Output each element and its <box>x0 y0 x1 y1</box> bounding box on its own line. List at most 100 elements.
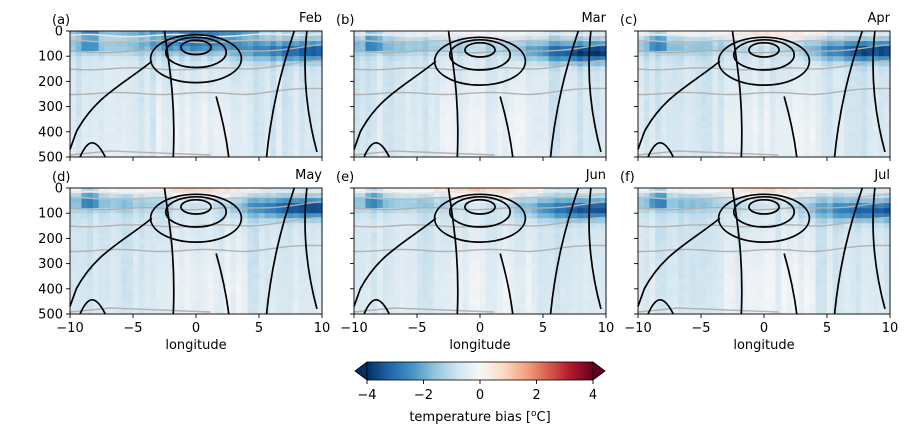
heatmap-cell <box>224 36 231 42</box>
heatmap-cell <box>104 116 111 123</box>
heatmap-cell <box>451 141 458 148</box>
heatmap-cell <box>310 46 317 52</box>
heatmap-cell <box>196 76 203 82</box>
heatmap-cell <box>872 131 880 138</box>
heatmap-cell <box>230 106 237 113</box>
heatmap-cell <box>310 131 317 138</box>
heatmap-cell <box>218 298 226 305</box>
heatmap-cell <box>531 116 538 123</box>
heatmap-cell <box>270 298 277 305</box>
heatmap-cell <box>445 258 452 265</box>
heatmap-cell <box>201 131 209 138</box>
heatmap-cell <box>468 111 475 118</box>
heatmap-cell <box>253 151 260 158</box>
heatmap-cell <box>133 136 140 143</box>
heatmap-cell <box>666 51 673 57</box>
heatmap-cell <box>422 41 430 47</box>
heatmap-cell <box>184 136 191 143</box>
heatmap-cell <box>287 293 294 300</box>
heatmap-cell <box>468 106 475 113</box>
heatmap-cell <box>241 61 249 67</box>
heatmap-cell <box>110 141 117 148</box>
heatmap-cell <box>110 278 117 285</box>
heatmap-cell <box>253 303 260 310</box>
heatmap-cell <box>92 131 100 138</box>
heatmap-cell <box>399 51 407 57</box>
heatmap-cell <box>359 258 367 265</box>
heatmap-cell <box>695 36 702 42</box>
heatmap-cell <box>259 111 266 118</box>
heatmap-cell <box>224 91 231 98</box>
heatmap-cell <box>87 101 94 108</box>
heatmap-cell <box>144 41 151 47</box>
heatmap-cell <box>838 131 845 138</box>
heatmap-cell <box>121 31 128 37</box>
velocity-contour <box>748 41 780 58</box>
heatmap-cell <box>371 146 378 153</box>
heatmap-cell <box>485 36 493 42</box>
heatmap-cell <box>230 81 237 88</box>
heatmap-cell <box>474 61 481 67</box>
heatmap-cell <box>218 136 226 143</box>
heatmap-cell <box>695 66 702 72</box>
heatmap-cell <box>399 106 407 113</box>
heatmap-cell <box>508 56 515 62</box>
heatmap-cell <box>643 36 651 42</box>
heatmap-cell <box>218 243 226 250</box>
heatmap-cell <box>434 121 441 128</box>
heatmap-cell <box>150 86 157 93</box>
heatmap-cell <box>213 101 220 108</box>
heatmap-cell <box>224 258 231 265</box>
heatmap-cell <box>293 203 300 209</box>
heatmap-cell <box>281 283 289 290</box>
heatmap-cell <box>445 51 452 57</box>
heatmap-cell <box>525 116 533 123</box>
heatmap-cell <box>832 56 840 62</box>
heatmap-cell <box>354 193 361 199</box>
heatmap-cell <box>173 308 180 315</box>
heatmap-cell <box>371 111 378 118</box>
heatmap-cell <box>161 303 168 310</box>
heatmap-cell <box>388 193 395 199</box>
heatmap-cell <box>565 131 573 138</box>
heatmap-cell <box>723 106 731 113</box>
heatmap-cell <box>224 131 231 138</box>
heatmap-cell <box>649 51 656 57</box>
heatmap-cell <box>359 121 367 128</box>
heatmap-cell <box>497 121 504 128</box>
heatmap-cell <box>104 86 111 93</box>
heatmap-cell <box>537 136 544 143</box>
heatmap-cell <box>434 263 441 270</box>
heatmap-cell <box>133 81 140 88</box>
heatmap-cell <box>798 146 805 153</box>
heatmap-cell <box>110 56 117 62</box>
heatmap-cell <box>411 61 418 67</box>
heatmap-cell <box>178 278 186 285</box>
heatmap-cell <box>775 121 782 128</box>
heatmap-cell <box>422 303 430 310</box>
heatmap-cell <box>371 56 378 62</box>
heatmap-cell <box>775 96 782 103</box>
heatmap-cell <box>218 66 226 72</box>
heatmap-cell <box>161 213 168 219</box>
heatmap-cell <box>241 233 249 239</box>
heatmap-cell <box>75 136 83 143</box>
heatmap-cell <box>236 76 243 82</box>
heatmap-cell <box>849 131 857 138</box>
heatmap-cell <box>281 193 289 199</box>
heatmap-cell <box>299 213 306 219</box>
heatmap-cell <box>872 126 880 133</box>
heatmap-cell <box>844 131 851 138</box>
heatmap-cell <box>388 131 395 138</box>
heatmap-cell <box>190 126 197 133</box>
heatmap-cell <box>81 213 88 219</box>
heatmap-cell <box>638 71 645 77</box>
velocity-contour <box>149 33 243 84</box>
heatmap-cell <box>121 86 128 93</box>
heatmap-cell <box>365 121 372 128</box>
heatmap-cell <box>689 126 696 133</box>
heatmap-cell <box>394 248 401 255</box>
heatmap-cell <box>741 71 748 77</box>
heatmap-cell <box>310 76 317 82</box>
heatmap-cell <box>155 188 163 194</box>
